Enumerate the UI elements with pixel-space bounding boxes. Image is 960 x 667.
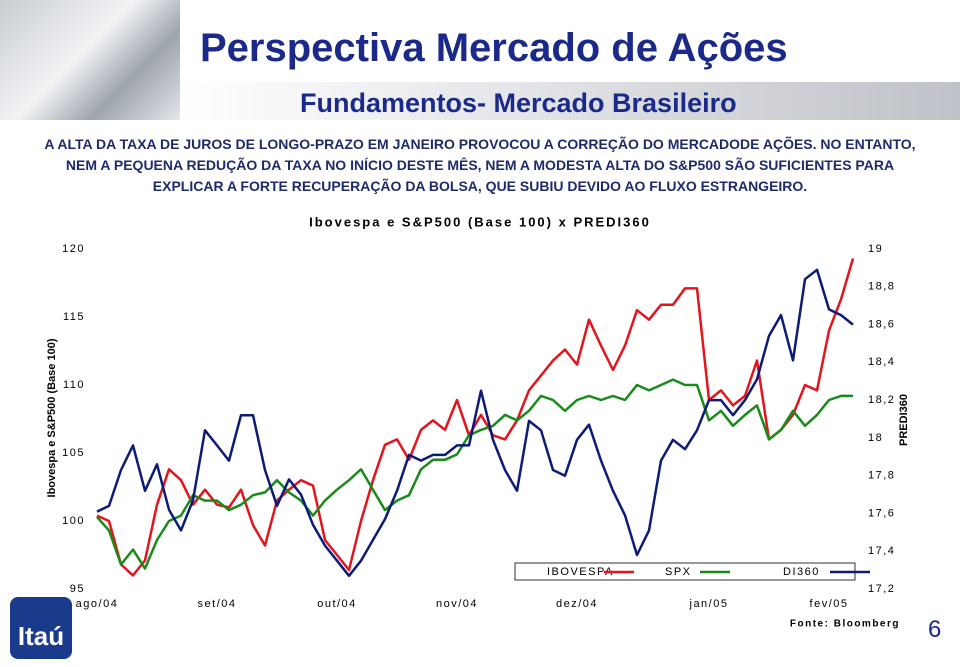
y2-axis-label: PREDI360	[898, 394, 910, 446]
y-tick-label: 110	[63, 379, 85, 391]
y2-tick-label: 18,6	[868, 318, 895, 330]
subtitle: Fundamentos- Mercado Brasileiro	[300, 88, 737, 118]
y2-tick-label: 17,2	[868, 583, 895, 595]
y2-tick-label: 17,8	[868, 470, 895, 482]
x-tick-label: set/04	[198, 598, 237, 610]
header-band	[180, 82, 960, 120]
page-number: 6	[928, 616, 942, 643]
y2-tick-label: 17,4	[868, 545, 895, 557]
y-tick-label: 105	[62, 447, 85, 459]
title: Perspectiva Mercado de Ações	[200, 26, 788, 70]
y2-tick-label: 18,2	[868, 394, 895, 406]
y-tick-label: 120	[62, 243, 85, 255]
y-tick-label: 115	[63, 311, 85, 323]
series-line	[96, 268, 854, 578]
x-tick-label: ago/04	[76, 598, 119, 610]
x-tick-label: out/04	[317, 598, 357, 610]
body-text: A ALTA DA TAXA DE JUROS DE LONGO-PRAZO E…	[44, 136, 916, 152]
legend-label: IBOVESPA	[547, 566, 614, 578]
y-axis-label: Ibovespa e S&P500 (Base 100)	[46, 338, 58, 497]
source: Fonte: Bloomberg	[790, 619, 900, 630]
legend-label: SPX	[665, 566, 692, 578]
x-tick-label: jan/05	[689, 598, 729, 610]
y-tick-label: 95	[70, 583, 85, 595]
legend-label: DI360	[783, 566, 820, 578]
body-text: NEM A PEQUENA REDUÇÃO DA TAXA NO INÍCIO …	[65, 157, 895, 173]
y2-tick-label: 18	[868, 432, 883, 444]
y2-tick-label: 17,6	[868, 507, 895, 519]
body-text: EXPLICAR A FORTE RECUPERAÇÃO DA BOLSA, Q…	[152, 178, 808, 194]
logo: Itaú	[10, 597, 72, 659]
header-image	[0, 0, 180, 120]
x-tick-label: dez/04	[556, 598, 598, 610]
y2-tick-label: 18,8	[868, 281, 895, 293]
y-tick-label: 100	[62, 515, 85, 527]
series-line	[96, 378, 853, 570]
y2-tick-label: 19	[868, 243, 883, 255]
x-tick-label: fev/05	[810, 598, 849, 610]
x-tick-label: nov/04	[436, 598, 478, 610]
chart-title: Ibovespa e S&P500 (Base 100) x PREDI360	[309, 214, 651, 229]
y2-tick-label: 18,4	[868, 356, 895, 368]
